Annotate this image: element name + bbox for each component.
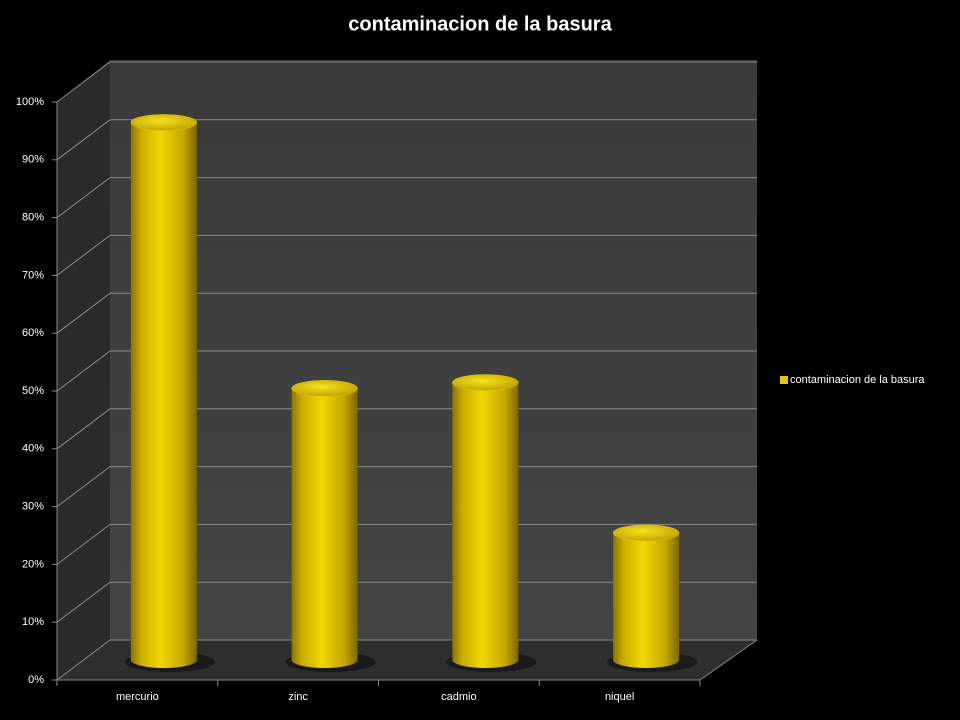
bar-top bbox=[612, 524, 680, 542]
chart-title: contaminacion de la basura bbox=[348, 13, 612, 35]
x-tick-label: mercurio bbox=[116, 691, 159, 703]
bar-body bbox=[130, 122, 197, 668]
y-tick-label: 10% bbox=[22, 616, 44, 628]
x-tick-label: cadmio bbox=[441, 691, 476, 703]
grid-line bbox=[56, 177, 757, 218]
bar-top bbox=[291, 380, 358, 397]
x-tick-label: niquel bbox=[605, 691, 634, 703]
y-tick-label: 90% bbox=[22, 154, 44, 166]
bar-body bbox=[291, 388, 358, 668]
grid-line bbox=[56, 639, 757, 681]
side-wall bbox=[57, 60, 110, 680]
bar-top bbox=[130, 114, 198, 131]
bar bbox=[124, 114, 215, 672]
bar-top bbox=[452, 374, 519, 391]
y-tick-label: 40% bbox=[22, 443, 44, 455]
back-wall bbox=[110, 60, 757, 640]
grid-line bbox=[56, 61, 757, 103]
grid-line bbox=[56, 234, 757, 276]
bar bbox=[607, 524, 698, 672]
grid-line bbox=[56, 292, 757, 334]
y-tick-label: 60% bbox=[22, 327, 44, 339]
bar-body bbox=[452, 382, 519, 668]
grid-line bbox=[56, 119, 757, 161]
grid-line bbox=[56, 408, 757, 450]
legend-swatch bbox=[780, 376, 788, 384]
grid-line bbox=[56, 523, 757, 565]
y-tick-label: 70% bbox=[22, 269, 44, 281]
y-tick-label: 0% bbox=[28, 674, 44, 686]
grid-line bbox=[56, 466, 757, 507]
grid-line bbox=[56, 350, 757, 392]
floor bbox=[57, 640, 757, 680]
y-tick-label: 100% bbox=[16, 96, 44, 108]
y-tick-label: 80% bbox=[22, 212, 44, 224]
y-tick-label: 30% bbox=[22, 501, 44, 513]
x-tick-label: zinc bbox=[288, 691, 308, 703]
floor-edge bbox=[699, 639, 758, 681]
bar bbox=[285, 380, 376, 672]
bar bbox=[446, 374, 537, 672]
grid-line bbox=[56, 581, 757, 623]
bar-body bbox=[613, 532, 680, 668]
y-tick-label: 50% bbox=[22, 385, 44, 397]
legend-label: contaminacion de la basura bbox=[790, 374, 925, 386]
y-tick-label: 20% bbox=[22, 558, 44, 570]
